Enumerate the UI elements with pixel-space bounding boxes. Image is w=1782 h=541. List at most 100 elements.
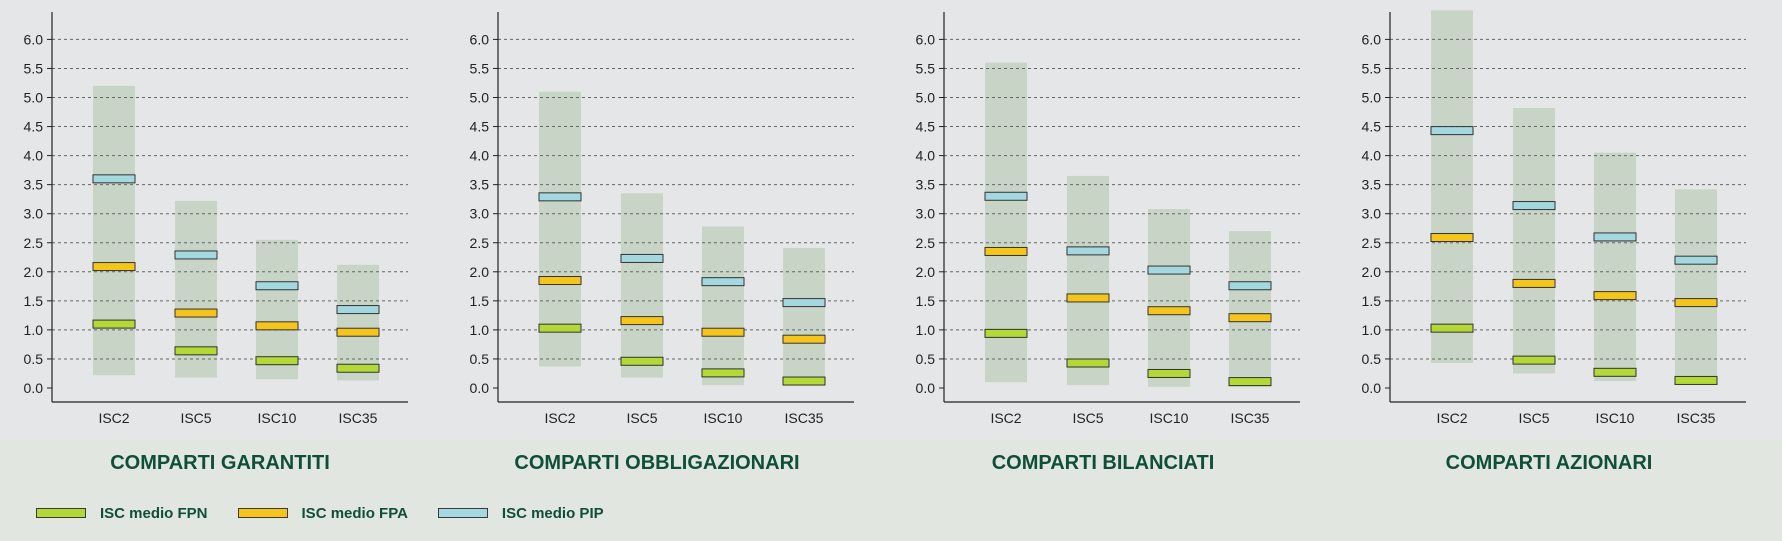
marker-fpa bbox=[1674, 298, 1718, 308]
legend-label-fpn: ISC medio FPN bbox=[100, 504, 208, 522]
y-tick-label: 1.5 bbox=[916, 293, 936, 309]
marker-pip bbox=[92, 174, 136, 184]
y-tick-label: 1.0 bbox=[1362, 322, 1382, 338]
marker-pip bbox=[255, 281, 299, 291]
range-band bbox=[337, 264, 379, 381]
x-tick-label: ISC5 bbox=[180, 410, 211, 426]
marker-fpn bbox=[620, 356, 664, 366]
y-tick-label: 1.5 bbox=[24, 293, 44, 309]
marker-pip bbox=[538, 192, 582, 202]
range-band bbox=[1513, 107, 1555, 374]
marker-fpn bbox=[1228, 377, 1272, 387]
y-tick-label: 0.0 bbox=[470, 380, 490, 396]
y-tick-label: 6.0 bbox=[24, 31, 44, 47]
marker-pip bbox=[1228, 281, 1272, 291]
x-tick-label: ISC10 bbox=[258, 410, 297, 426]
y-tick-label: 2.5 bbox=[916, 235, 936, 251]
y-tick-label: 1.5 bbox=[470, 293, 490, 309]
marker-fpn bbox=[984, 328, 1028, 338]
x-tick-label: ISC5 bbox=[1518, 410, 1549, 426]
range-band bbox=[702, 226, 744, 386]
legend-swatch-fpa bbox=[237, 508, 288, 518]
panel-title-bilanciati: COMPARTI BILANCIATI bbox=[991, 452, 1215, 474]
y-tick-label: 2.5 bbox=[24, 235, 44, 251]
range-band bbox=[621, 193, 663, 378]
range-band bbox=[1067, 175, 1109, 386]
charts-svg: 0.0 0.5 1.0 1.5 2.0 2.5 3.0 3.5 4.0 4.5 5.0 5.5 6.0 I… bbox=[24, 10, 1746, 426]
range-band bbox=[783, 247, 825, 386]
marker-fpn bbox=[174, 346, 218, 356]
x-tick-label: ISC2 bbox=[1436, 410, 1467, 426]
y-tick-label: 1.0 bbox=[24, 322, 44, 338]
range-band bbox=[1431, 10, 1473, 364]
marker-pip bbox=[336, 305, 380, 315]
y-tick-label: 3.0 bbox=[24, 206, 44, 222]
panel-title-obbligazionari: COMPARTI OBBLIGAZIONARI bbox=[514, 452, 800, 474]
y-tick-label: 4.5 bbox=[24, 119, 44, 135]
x-tick-label: ISC5 bbox=[626, 410, 657, 426]
y-tick-label: 4.5 bbox=[1362, 119, 1382, 135]
y-tick-label: 5.5 bbox=[1362, 60, 1382, 76]
y-tick-label: 5.0 bbox=[916, 90, 936, 106]
legend-swatch-pip bbox=[437, 508, 488, 518]
y-tick-label: 6.0 bbox=[916, 31, 936, 47]
y-tick-label: 0.5 bbox=[916, 351, 936, 367]
y-tick-label: 0.0 bbox=[24, 380, 44, 396]
marker-pip bbox=[701, 277, 745, 287]
y-tick-label: 3.5 bbox=[24, 177, 44, 193]
marker-fpa bbox=[620, 316, 664, 326]
y-tick-label: 4.0 bbox=[1362, 148, 1382, 164]
marker-pip bbox=[1593, 232, 1637, 242]
marker-fpn bbox=[336, 363, 380, 373]
x-tick-label: ISC35 bbox=[1231, 410, 1270, 426]
legend-item-fpn: ISC medio FPN bbox=[36, 505, 208, 522]
x-tick-label: ISC2 bbox=[990, 410, 1021, 426]
marker-pip bbox=[1512, 201, 1556, 211]
marker-pip bbox=[1674, 255, 1718, 265]
y-tick-label: 4.0 bbox=[24, 148, 44, 164]
y-tick-label: 2.0 bbox=[916, 264, 936, 280]
panel-title-garantiti: COMPARTI GARANTITI bbox=[110, 452, 330, 474]
marker-fpa bbox=[782, 334, 826, 344]
marker-fpn bbox=[255, 356, 299, 366]
marker-fpa bbox=[1512, 278, 1556, 288]
marker-pip bbox=[174, 250, 218, 260]
y-tick-label: 4.0 bbox=[916, 148, 936, 164]
legend-swatch-fpn bbox=[36, 508, 86, 518]
marker-fpn bbox=[1593, 367, 1637, 377]
panel-title-azionari: COMPARTI AZIONARI bbox=[1445, 452, 1653, 474]
marker-fpa bbox=[255, 321, 299, 331]
x-tick-label: ISC35 bbox=[785, 410, 824, 426]
y-tick-label: 5.5 bbox=[24, 60, 44, 76]
marker-fpn bbox=[92, 319, 136, 329]
range-band bbox=[256, 239, 298, 380]
marker-fpa bbox=[174, 308, 218, 318]
y-tick-label: 6.0 bbox=[1362, 31, 1382, 47]
marker-fpa bbox=[701, 327, 745, 337]
x-tick-label: ISC10 bbox=[1150, 410, 1189, 426]
y-tick-label: 5.5 bbox=[916, 60, 936, 76]
marker-fpa bbox=[1147, 306, 1191, 316]
y-tick-label: 0.5 bbox=[24, 351, 44, 367]
marker-fpa bbox=[92, 262, 136, 272]
y-tick-label: 3.0 bbox=[916, 206, 936, 222]
marker-fpn bbox=[782, 376, 826, 386]
range-band bbox=[1229, 231, 1271, 387]
y-tick-label: 5.0 bbox=[24, 90, 44, 106]
legend-label-pip: ISC medio PIP bbox=[501, 504, 604, 522]
legend-item-pip: ISC medio PIP bbox=[437, 504, 604, 522]
y-tick-label: 3.0 bbox=[470, 206, 490, 222]
y-tick-label: 5.5 bbox=[470, 60, 490, 76]
y-tick-label: 2.0 bbox=[1362, 264, 1382, 280]
marker-pip bbox=[984, 191, 1028, 201]
marker-fpa bbox=[984, 246, 1028, 256]
x-tick-label: ISC10 bbox=[704, 410, 743, 426]
marker-fpa bbox=[1593, 291, 1637, 301]
legend-label-fpa: ISC medio FPA bbox=[301, 504, 408, 522]
legend: ISC medio FPN ISC medio FPA ISC medio PI… bbox=[36, 502, 634, 524]
marker-fpa bbox=[538, 276, 582, 286]
y-tick-label: 0.0 bbox=[916, 380, 936, 396]
y-tick-label: 4.0 bbox=[470, 148, 490, 164]
y-tick-label: 4.5 bbox=[470, 119, 490, 135]
marker-fpa bbox=[1430, 233, 1474, 243]
